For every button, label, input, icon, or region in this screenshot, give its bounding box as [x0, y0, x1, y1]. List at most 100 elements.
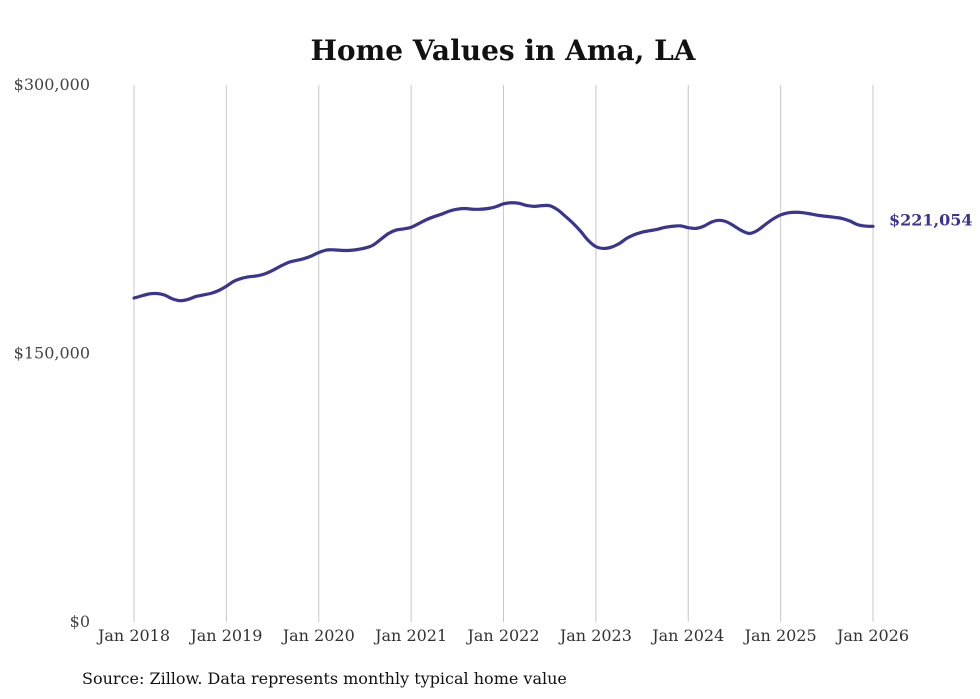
data-point	[325, 248, 328, 251]
data-point	[486, 207, 489, 210]
data-point	[256, 274, 259, 277]
x-tick-label: Jan 2023	[558, 626, 632, 645]
data-point	[610, 246, 613, 249]
data-point	[664, 226, 667, 229]
data-point	[717, 219, 720, 222]
data-point	[510, 201, 513, 204]
data-point	[194, 295, 197, 298]
data-point	[333, 248, 336, 251]
x-tick-label: Jan 2026	[835, 626, 909, 645]
data-point	[594, 245, 597, 248]
data-point	[687, 226, 690, 229]
data-point	[710, 221, 713, 224]
x-tick-label: Jan 2019	[188, 626, 262, 645]
x-tick-label: Jan 2021	[373, 626, 447, 645]
data-point	[179, 299, 182, 302]
data-point	[833, 216, 836, 219]
data-point	[440, 212, 443, 215]
source-note: Source: Zillow. Data represents monthly …	[82, 669, 567, 688]
data-point	[248, 275, 251, 278]
data-point	[433, 215, 436, 218]
data-point	[202, 293, 205, 296]
series-layer	[132, 201, 875, 303]
data-point	[864, 224, 867, 227]
data-point	[163, 294, 166, 297]
data-point	[309, 255, 312, 258]
data-point	[410, 226, 413, 229]
data-point	[425, 218, 428, 221]
data-point	[525, 204, 528, 207]
data-point	[463, 207, 466, 210]
data-point	[225, 285, 228, 288]
data-point	[294, 259, 297, 262]
data-point	[209, 292, 212, 295]
data-point	[733, 225, 736, 228]
data-point	[417, 222, 420, 225]
data-point	[302, 257, 305, 260]
y-tick-label: $300,000	[14, 75, 90, 94]
data-point	[702, 225, 705, 228]
data-point	[371, 244, 374, 247]
data-point	[517, 202, 520, 205]
data-point	[587, 239, 590, 242]
data-point	[825, 215, 828, 218]
data-point	[602, 247, 605, 250]
data-point	[556, 208, 559, 211]
data-point	[871, 225, 874, 228]
data-point	[771, 217, 774, 220]
data-point	[633, 233, 636, 236]
data-point	[533, 205, 536, 208]
data-point	[502, 202, 505, 205]
data-point	[232, 280, 235, 283]
data-point	[640, 231, 643, 234]
data-point	[217, 289, 220, 292]
data-point	[625, 237, 628, 240]
data-point	[286, 261, 289, 264]
data-point	[340, 249, 343, 252]
data-point	[741, 229, 744, 232]
data-point	[471, 208, 474, 211]
data-point	[841, 217, 844, 220]
data-point	[348, 249, 351, 252]
data-point	[386, 232, 389, 235]
end-value-label: $221,054	[889, 210, 973, 229]
data-point	[456, 208, 459, 211]
data-point	[617, 242, 620, 245]
data-point	[779, 213, 782, 216]
data-point	[448, 209, 451, 212]
data-point	[648, 229, 651, 232]
data-point	[571, 221, 574, 224]
data-point	[564, 214, 567, 217]
data-point	[479, 208, 482, 211]
data-point	[402, 227, 405, 230]
data-point	[379, 238, 382, 241]
data-point	[671, 225, 674, 228]
data-point	[756, 229, 759, 232]
data-point	[540, 204, 543, 207]
data-point	[764, 223, 767, 226]
series-line	[132, 201, 875, 303]
data-point	[725, 220, 728, 223]
data-point	[279, 265, 282, 268]
data-point	[848, 219, 851, 222]
x-tick-label: Jan 2018	[96, 626, 170, 645]
data-point	[394, 229, 397, 232]
data-point	[787, 211, 790, 214]
data-point	[263, 272, 266, 275]
data-point	[548, 204, 551, 207]
data-point	[802, 211, 805, 214]
x-tick-label: Jan 2020	[281, 626, 355, 645]
data-point	[810, 212, 813, 215]
data-point	[240, 277, 243, 280]
data-point	[271, 269, 274, 272]
data-point	[363, 246, 366, 249]
data-point	[579, 229, 582, 232]
data-point	[679, 224, 682, 227]
data-point	[694, 227, 697, 230]
data-point	[656, 228, 659, 231]
data-point	[818, 214, 821, 217]
data-point	[186, 298, 189, 301]
data-point	[148, 292, 151, 295]
y-tick-label: $0	[70, 612, 90, 631]
